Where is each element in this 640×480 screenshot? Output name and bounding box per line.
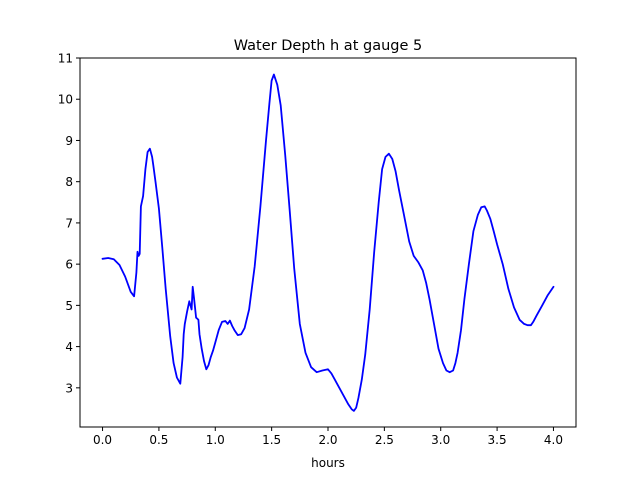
y-tick-label: 9 — [65, 134, 73, 148]
x-tick-label: 1.0 — [206, 433, 225, 447]
y-tick-label: 4 — [65, 340, 73, 354]
x-axis: 0.0 0.5 1.0 1.5 2.0 2.5 3.0 3.5 4.0 — [93, 427, 563, 447]
y-tick-label: 8 — [65, 175, 73, 189]
x-tick-label: 2.0 — [318, 433, 337, 447]
x-tick-label: 0.5 — [149, 433, 168, 447]
y-tick-label: 10 — [58, 93, 73, 107]
chart-title: Water Depth h at gauge 5 — [234, 38, 422, 54]
x-tick-label: 2.5 — [375, 433, 394, 447]
x-tick-label: 1.5 — [262, 433, 281, 447]
series-line-water-depth — [101, 73, 555, 412]
y-tick-label: 7 — [65, 216, 73, 230]
x-tick-label: 3.5 — [488, 433, 507, 447]
x-axis-label: hours — [311, 456, 345, 470]
y-tick-label: 3 — [65, 381, 73, 395]
y-axis: 3 4 5 6 7 8 9 10 11 — [58, 52, 80, 395]
x-tick-label: 3.0 — [431, 433, 450, 447]
y-tick-label: 6 — [65, 258, 73, 272]
y-tick-label: 5 — [65, 299, 73, 313]
y-tick-label: 11 — [58, 52, 73, 66]
x-tick-label: 4.0 — [544, 433, 563, 447]
x-tick-label: 0.0 — [93, 433, 112, 447]
